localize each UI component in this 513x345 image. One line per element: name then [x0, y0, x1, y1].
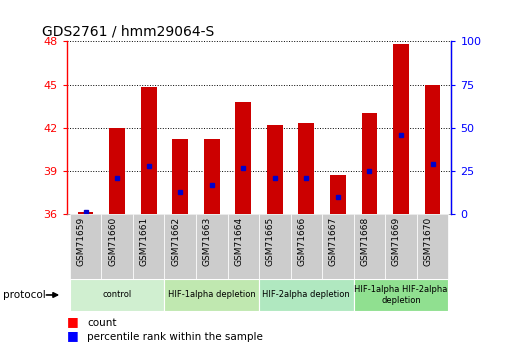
- Bar: [70, 279, 165, 311]
- Text: GSM71662: GSM71662: [171, 217, 180, 266]
- Text: control: control: [103, 290, 132, 299]
- Text: GSM71661: GSM71661: [140, 217, 149, 266]
- Bar: [290, 214, 322, 279]
- Bar: [228, 214, 259, 279]
- Text: GSM71667: GSM71667: [329, 217, 338, 266]
- Bar: [385, 214, 417, 279]
- Bar: [417, 214, 448, 279]
- Bar: [235, 102, 251, 214]
- Bar: [165, 214, 196, 279]
- Bar: [425, 85, 440, 214]
- Bar: [165, 279, 259, 311]
- Bar: [353, 279, 448, 311]
- Text: HIF-1alpha HIF-2alpha
depletion: HIF-1alpha HIF-2alpha depletion: [354, 285, 448, 305]
- Bar: [259, 214, 290, 279]
- Bar: [322, 214, 353, 279]
- Text: HIF-1alpha depletion: HIF-1alpha depletion: [168, 290, 255, 299]
- Bar: [109, 128, 125, 214]
- Bar: [267, 125, 283, 214]
- Bar: [299, 124, 314, 214]
- Bar: [133, 214, 165, 279]
- Bar: [330, 175, 346, 214]
- Bar: [78, 213, 93, 214]
- Text: GSM71663: GSM71663: [203, 217, 212, 266]
- Text: GSM71669: GSM71669: [392, 217, 401, 266]
- Bar: [259, 279, 353, 311]
- Bar: [204, 139, 220, 214]
- Text: count: count: [87, 318, 117, 328]
- Bar: [141, 87, 156, 214]
- Bar: [196, 214, 228, 279]
- Text: GSM71670: GSM71670: [424, 217, 432, 266]
- Text: GSM71664: GSM71664: [234, 217, 243, 266]
- Text: GSM71668: GSM71668: [361, 217, 369, 266]
- Text: GSM71666: GSM71666: [298, 217, 306, 266]
- Text: HIF-2alpha depletion: HIF-2alpha depletion: [263, 290, 350, 299]
- Text: ■: ■: [67, 315, 78, 328]
- Text: GSM71660: GSM71660: [108, 217, 117, 266]
- Text: ■: ■: [67, 328, 78, 342]
- Text: GSM71659: GSM71659: [76, 217, 86, 266]
- Bar: [102, 214, 133, 279]
- Text: percentile rank within the sample: percentile rank within the sample: [87, 332, 263, 342]
- Bar: [393, 44, 409, 214]
- Text: protocol: protocol: [3, 290, 45, 300]
- Text: GSM71665: GSM71665: [266, 217, 275, 266]
- Bar: [172, 139, 188, 214]
- Bar: [70, 214, 102, 279]
- Bar: [353, 214, 385, 279]
- Text: GDS2761 / hmm29064-S: GDS2761 / hmm29064-S: [42, 24, 214, 38]
- Bar: [362, 113, 378, 214]
